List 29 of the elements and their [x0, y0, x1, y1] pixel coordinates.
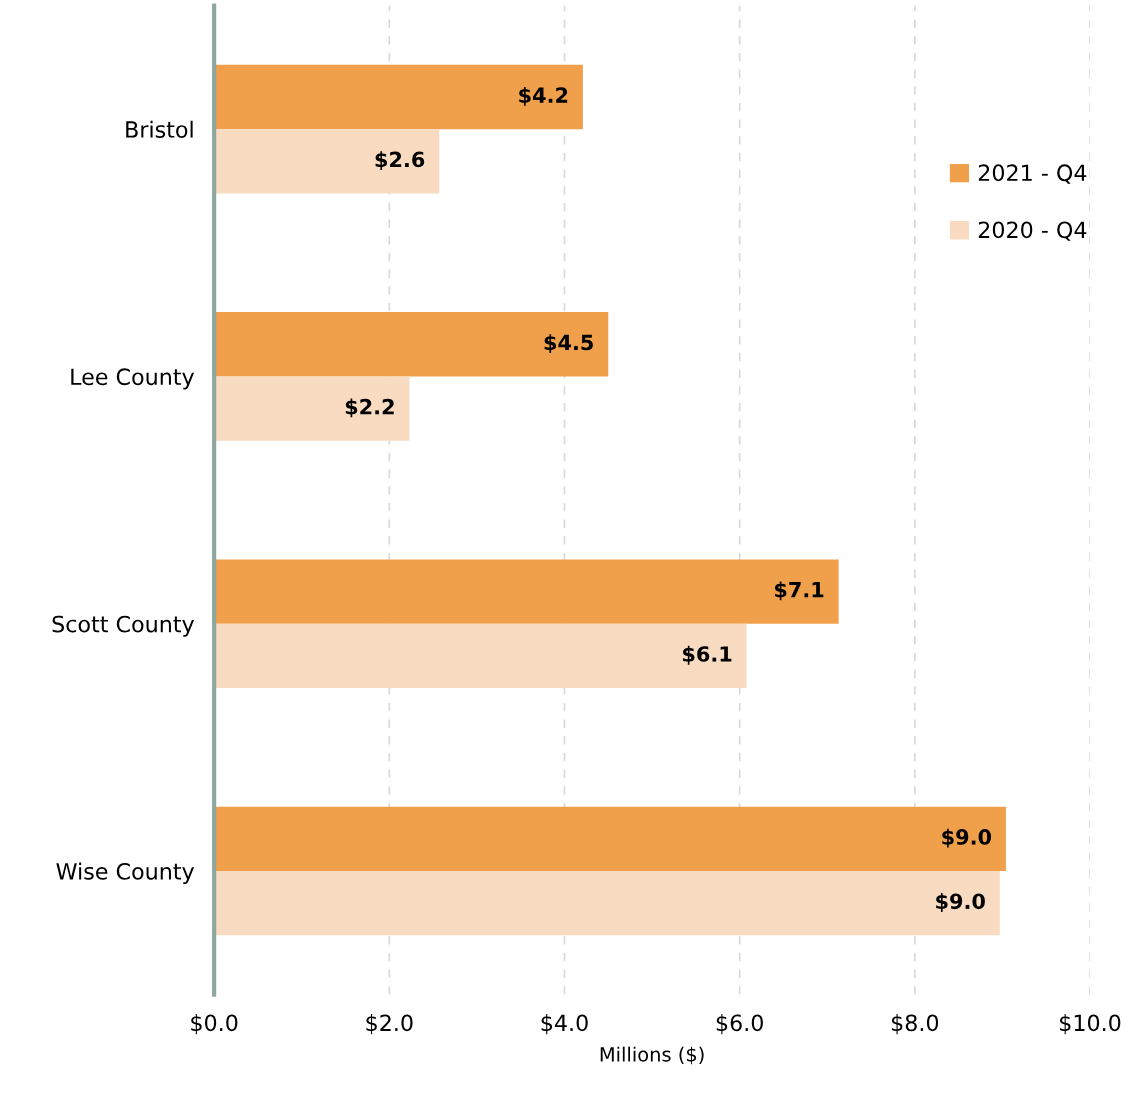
bar [214, 559, 839, 624]
x-tick-label: $0.0 [191, 1014, 238, 1035]
data-label: $6.1 [683, 645, 732, 665]
y-tick-label: Lee County [71, 368, 195, 390]
data-label: $2.2 [345, 398, 394, 418]
data-label: $9.0 [942, 828, 992, 848]
x-tick-label: $8.0 [891, 1014, 939, 1035]
data-label: $4.2 [519, 86, 568, 106]
bar [214, 64, 583, 130]
bar [214, 129, 440, 194]
x-tick-label: $4.0 [541, 1014, 588, 1035]
data-label: $2.6 [375, 151, 425, 171]
legend-label: 2021 - Q4 [978, 164, 1087, 184]
data-label: $7.1 [774, 581, 824, 601]
bar [214, 870, 1000, 936]
y-tick-label: Bristol [126, 120, 193, 138]
x-axis-title: Millions ($) [600, 1046, 704, 1065]
x-tick-label: $2.0 [366, 1014, 413, 1035]
bar [214, 623, 747, 688]
data-label: $4.5 [544, 334, 593, 354]
y-tick-label: Scott County [52, 615, 195, 637]
y-tick-label: Wise County [56, 862, 195, 885]
x-tick-label: $10.0 [1060, 1014, 1121, 1035]
bar [214, 806, 1006, 871]
data-label: $9.0 [936, 893, 985, 912]
legend-label: 2020 - Q4 [978, 221, 1087, 241]
bar [214, 376, 410, 441]
x-tick-label: $6.0 [716, 1014, 763, 1035]
bar [214, 312, 609, 377]
